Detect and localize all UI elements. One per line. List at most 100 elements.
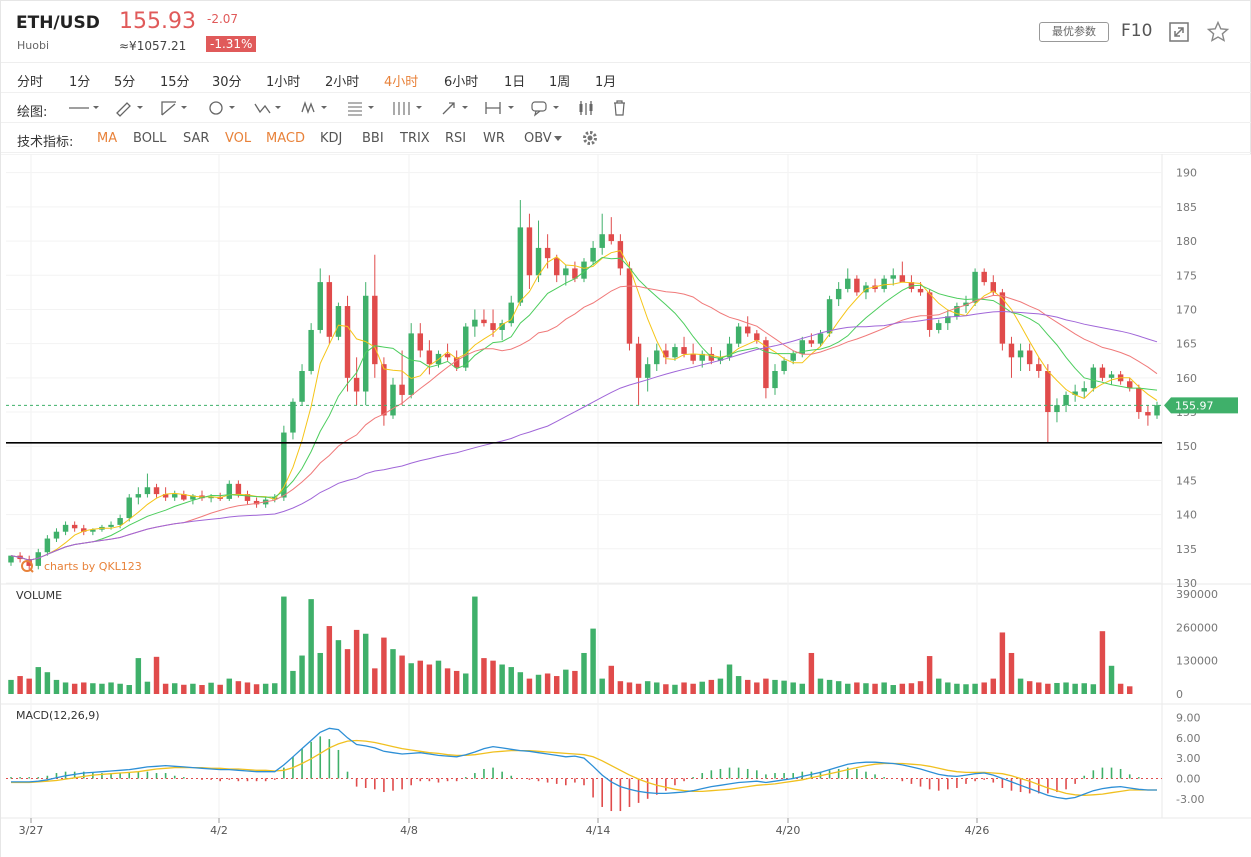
macd-histogram-bar — [956, 778, 958, 788]
indicator-obv[interactable]: OBV — [524, 131, 552, 146]
volume-bar — [453, 670, 460, 694]
interval-1w[interactable]: 1周 — [549, 75, 571, 90]
interval-1mo[interactable]: 1月 — [595, 75, 617, 90]
macd-histogram-bar — [756, 770, 758, 779]
candle-body — [1063, 394, 1069, 406]
watermark-logo-tail — [29, 568, 34, 573]
candle-body — [744, 326, 751, 334]
candle-body — [644, 364, 651, 378]
indicator-kdj[interactable]: KDJ — [320, 131, 343, 146]
settings-gear-icon[interactable] — [581, 129, 599, 151]
candle-body — [344, 306, 351, 378]
candle-body — [399, 384, 405, 395]
volume-bar — [290, 670, 296, 694]
macd-histogram-bar — [428, 778, 431, 782]
indicator-trix[interactable]: TRIX — [400, 131, 430, 146]
macd-histogram-bar — [865, 771, 867, 779]
interval-15m[interactable]: 15分 — [160, 75, 190, 90]
pen-tool-icon[interactable] — [113, 98, 149, 118]
volume-bar — [1045, 683, 1051, 694]
fullscreen-icon[interactable] — [1167, 20, 1191, 44]
macd-histogram-bar — [528, 778, 531, 780]
candle-body — [1026, 350, 1033, 365]
candle-body — [1108, 374, 1115, 378]
candle-body — [26, 559, 32, 566]
f10-button[interactable]: F10 — [1121, 21, 1153, 41]
drawing-toolbar: 绘图: — [1, 93, 1251, 123]
macd-histogram-bar — [1028, 778, 1031, 794]
last-price: 155.93 — [119, 9, 196, 34]
indicator-boll[interactable]: BOLL — [133, 131, 167, 146]
candle-body — [71, 524, 78, 529]
trash-icon[interactable] — [610, 98, 646, 118]
interval-4h[interactable]: 4小时 — [384, 75, 419, 90]
candle-body — [990, 282, 997, 293]
candle-body — [672, 347, 678, 358]
fib-tool-icon[interactable] — [346, 98, 382, 118]
candle-body — [581, 261, 587, 279]
candle-body — [208, 496, 214, 499]
volume-bar — [699, 681, 705, 694]
best-params-button[interactable]: 最优参数 — [1039, 22, 1109, 42]
obv-dropdown-arrow-icon[interactable] — [554, 136, 562, 141]
circle-tool-icon[interactable] — [206, 98, 242, 118]
volume-bar — [808, 652, 815, 694]
chart-area[interactable]: 3/27 4/2 4/8 4/14 4/20 4/26 130 135 140 145 150 155… — [1, 153, 1251, 857]
indicator-sar[interactable]: SAR — [183, 131, 210, 146]
price-change: -2.07 — [207, 12, 239, 26]
angle-tool-icon[interactable] — [159, 98, 195, 118]
interval-timeshare[interactable]: 分时 — [17, 75, 44, 90]
x-tick-label: 4/2 — [210, 824, 228, 837]
candle-body — [590, 247, 596, 262]
indicator-wr[interactable]: WR — [483, 131, 505, 146]
indicator-bbi[interactable]: BBI — [362, 131, 384, 146]
volume-bar — [654, 682, 660, 694]
volume-bar — [1026, 681, 1033, 694]
comment-tool-icon[interactable] — [530, 98, 566, 118]
indicator-rsi[interactable]: RSI — [445, 131, 467, 146]
price-chart[interactable]: 3/27 4/2 4/8 4/14 4/20 4/26 130 135 140 145 150 155… — [1, 153, 1251, 857]
candle-body — [308, 329, 314, 371]
candle-tool-icon[interactable] — [577, 98, 613, 118]
arrow-tool-icon[interactable] — [440, 98, 476, 118]
volume-bar — [444, 668, 451, 694]
x-tick-label: 4/20 — [776, 824, 801, 837]
interval-2h[interactable]: 2小时 — [325, 75, 360, 90]
pattern-tool-icon[interactable] — [253, 98, 289, 118]
volume-bar — [490, 660, 496, 694]
indicator-vol[interactable]: VOL — [225, 131, 252, 146]
interval-1m[interactable]: 1分 — [69, 75, 91, 90]
macd-histogram-bar — [665, 778, 667, 791]
candle-body — [754, 333, 760, 341]
volume-bar — [899, 683, 906, 694]
interval-1d[interactable]: 1日 — [504, 75, 526, 90]
candle-body — [1054, 405, 1060, 413]
macd-histogram-bar — [1074, 778, 1076, 784]
interval-5m[interactable]: 5分 — [114, 75, 136, 90]
candle-body — [326, 282, 333, 337]
indicator-ma[interactable]: MA — [97, 131, 118, 146]
candle-body — [299, 371, 305, 402]
volume-bar — [62, 682, 69, 694]
macd-histogram-bar — [501, 771, 503, 779]
volume-bar — [144, 681, 151, 694]
interval-30m[interactable]: 30分 — [212, 75, 242, 90]
macd-histogram-bar — [201, 778, 203, 780]
candle-body — [617, 241, 624, 269]
interval-1h[interactable]: 1小时 — [266, 75, 301, 90]
ma10-line — [10, 256, 1158, 561]
macd-histogram-bar — [392, 778, 394, 791]
volume-bar — [908, 683, 915, 694]
channel-tool-icon[interactable] — [391, 98, 427, 118]
indicator-bar: 技术指标: MA BOLL SAR VOL MACD KDJ BBI TRIX … — [1, 123, 1251, 153]
star-icon[interactable] — [1206, 20, 1230, 44]
candle-body — [717, 357, 724, 361]
measure-tool-icon[interactable] — [484, 98, 520, 118]
macd-histogram-bar — [437, 778, 440, 783]
macd-histogram-bar — [64, 771, 67, 779]
cluster-tool-icon[interactable] — [299, 98, 335, 118]
macd-histogram-bar — [937, 778, 940, 791]
interval-6h[interactable]: 6小时 — [444, 75, 479, 90]
indicator-macd[interactable]: MACD — [266, 131, 305, 146]
line-tool-icon[interactable] — [67, 98, 103, 118]
